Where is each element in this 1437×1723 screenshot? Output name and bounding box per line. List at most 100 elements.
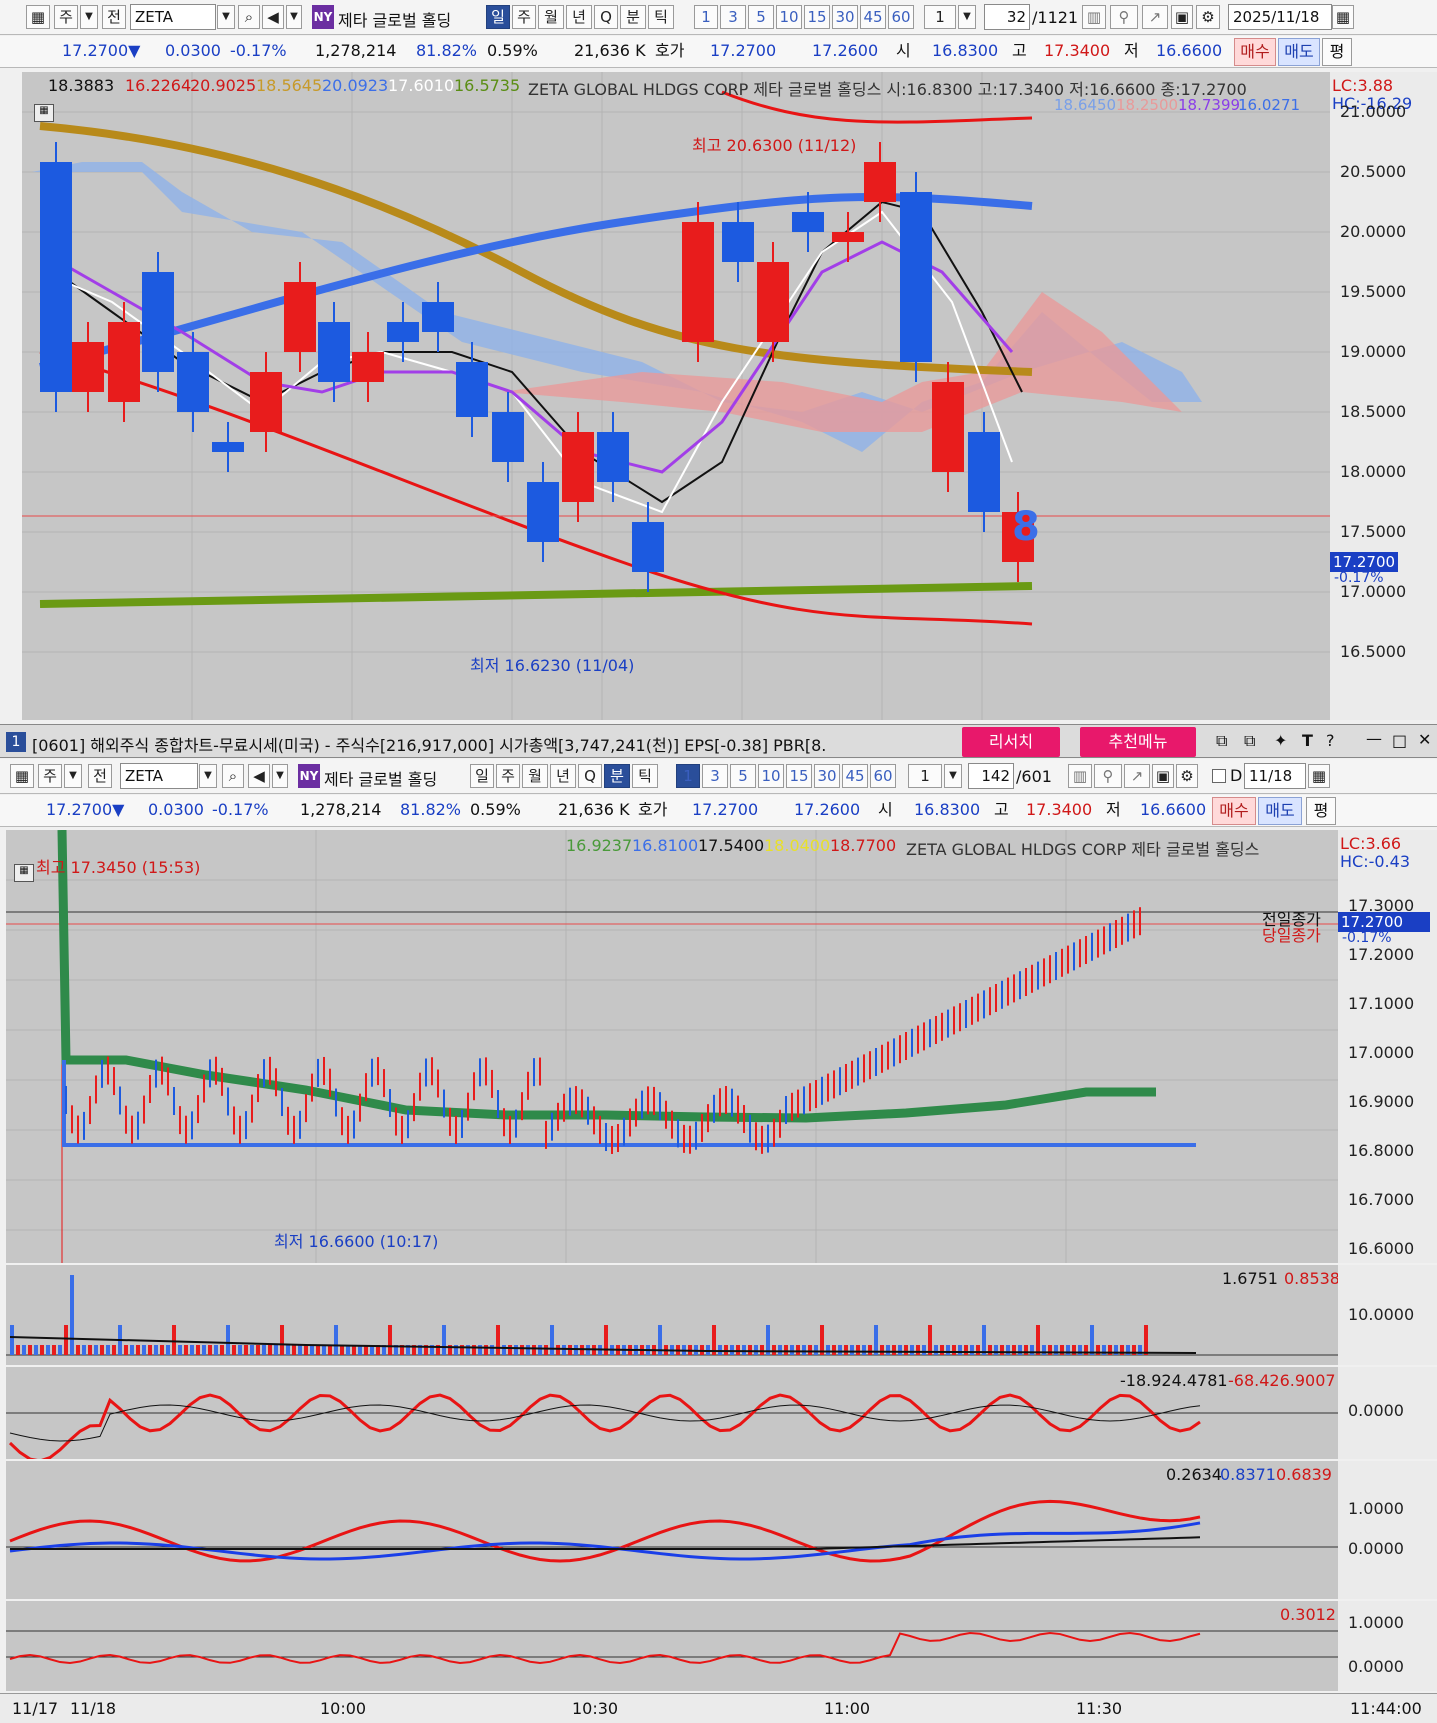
close-icon[interactable]: ✕: [1418, 730, 1432, 749]
period-tab-2-4[interactable]: Q: [578, 764, 602, 788]
count-dropdown-icon-2[interactable]: ▼: [944, 764, 962, 788]
interval-tab-2-4[interactable]: 15: [786, 764, 812, 788]
minimize-icon[interactable]: —: [1366, 729, 1382, 748]
volume-bar: [1000, 1345, 1004, 1355]
search-icon[interactable]: ⌕: [238, 5, 260, 29]
prev-button[interactable]: 전: [102, 5, 126, 29]
oscillator-panel-3[interactable]: 0.3012: [6, 1601, 1338, 1691]
bottom-price-chart[interactable]: 16.9237 16.8100 17.5400 18.0400 18.7700 …: [6, 830, 1338, 1263]
period-tab-2-6[interactable]: 틱: [632, 764, 658, 788]
search-icon-2[interactable]: ⌕: [222, 764, 244, 788]
interval-tab-3[interactable]: 10: [776, 5, 802, 29]
indicator-icon[interactable]: ⚲: [1110, 5, 1138, 29]
speaker-dropdown-icon-2[interactable]: ▼: [272, 764, 288, 788]
interval-tab-0[interactable]: 1: [694, 5, 718, 29]
interval-tab-2[interactable]: 5: [748, 5, 774, 29]
gear-icon-2[interactable]: ⚙: [1176, 764, 1198, 788]
symbol-dropdown-icon[interactable]: ▼: [217, 5, 235, 29]
count-select-2[interactable]: 1: [908, 764, 942, 788]
d-checkbox[interactable]: [1212, 769, 1226, 783]
sell-button[interactable]: 매도: [1278, 38, 1320, 66]
recommend-label: 추천메뉴: [1108, 732, 1168, 751]
interval-tab-5[interactable]: 30: [832, 5, 858, 29]
chart-grid-icon[interactable]: ▦: [34, 104, 54, 122]
symbol-input-2[interactable]: ZETA: [120, 763, 198, 789]
volume-bar: [424, 1345, 428, 1355]
chart-grid-icon-2[interactable]: ▦: [14, 864, 34, 882]
interval-tab-2-7[interactable]: 60: [870, 764, 896, 788]
interval-tab-2-6[interactable]: 45: [842, 764, 868, 788]
copy-icon[interactable]: ⧉: [1244, 731, 1256, 750]
count-dropdown-icon[interactable]: ▼: [958, 5, 976, 29]
date-input-2[interactable]: 11/18: [1244, 763, 1306, 789]
count-select[interactable]: 1: [924, 5, 956, 29]
eval-button[interactable]: 평: [1322, 38, 1352, 66]
period-tab-4[interactable]: Q: [594, 5, 618, 29]
research-button[interactable]: 리서치: [962, 727, 1060, 757]
date-input[interactable]: 2025/11/18: [1228, 4, 1332, 30]
oscillator-panel-1[interactable]: -18.924.4781 -68.426.9007: [6, 1367, 1338, 1459]
page-field[interactable]: 32: [984, 4, 1030, 30]
period-tab-2-1[interactable]: 주: [496, 764, 520, 788]
period-tab-6[interactable]: 틱: [648, 5, 674, 29]
text-icon[interactable]: T: [1302, 731, 1313, 750]
interval-tab-7[interactable]: 60: [888, 5, 914, 29]
recommend-menu-button[interactable]: 추천메뉴: [1080, 727, 1196, 757]
period-tab-2-2[interactable]: 월: [522, 764, 548, 788]
buy-button-2[interactable]: 매수: [1212, 797, 1256, 825]
oscillator-panel-2[interactable]: 0.2634 0.8371 0.6839: [6, 1461, 1338, 1599]
interval-tab-2-3[interactable]: 10: [758, 764, 784, 788]
type-select-2[interactable]: 주: [38, 764, 62, 788]
high-label: 고: [1012, 41, 1027, 60]
period-tab-2-3[interactable]: 년: [550, 764, 576, 788]
calendar-icon-2[interactable]: ▦: [1308, 764, 1330, 788]
period-tab-2-5[interactable]: 분: [604, 764, 630, 788]
interval-tab-1[interactable]: 3: [720, 5, 746, 29]
symbol-dropdown-icon-2[interactable]: ▼: [199, 764, 217, 788]
type-dropdown-icon-2[interactable]: ▼: [64, 764, 82, 788]
save-icon[interactable]: ▣: [1171, 5, 1193, 29]
symbol-input[interactable]: ZETA: [130, 4, 216, 30]
interval-tab-4[interactable]: 15: [804, 5, 830, 29]
tile-icon[interactable]: ▥: [1082, 5, 1106, 29]
interval-tab-6[interactable]: 45: [860, 5, 886, 29]
tile-icon-2[interactable]: ▥: [1068, 764, 1092, 788]
p2-line-red: [8, 1393, 1201, 1459]
gear-icon[interactable]: ⚙: [1196, 5, 1220, 29]
restore-icon[interactable]: ⧉: [1216, 731, 1228, 750]
speaker-icon-2[interactable]: ◀: [248, 764, 270, 788]
top-price-chart[interactable]: 18.3883 16.2264 20.9025 18.5645 20.0923 …: [22, 72, 1330, 720]
speaker-icon[interactable]: ◀: [262, 5, 284, 29]
type-dropdown-icon[interactable]: ▼: [80, 5, 98, 29]
volume-bar: [454, 1345, 458, 1355]
trend-tool-icon-2[interactable]: ↗: [1124, 764, 1150, 788]
period-tab-1[interactable]: 주: [512, 5, 536, 29]
indicator-icon-2[interactable]: ⚲: [1094, 764, 1122, 788]
volume-panel[interactable]: 1.6751 0.8538: [6, 1265, 1338, 1365]
speaker-dropdown-icon[interactable]: ▼: [286, 5, 302, 29]
pin-icon[interactable]: ✦: [1274, 731, 1288, 750]
volume-bar: [916, 1345, 920, 1355]
period-tab-2[interactable]: 월: [538, 5, 564, 29]
period-tab-5[interactable]: 분: [620, 5, 646, 29]
period-tab-0[interactable]: 일: [486, 5, 510, 29]
calendar-icon[interactable]: ▦: [1332, 5, 1354, 29]
trend-tool-icon[interactable]: ↗: [1142, 5, 1168, 29]
period-tab-2-0[interactable]: 일: [470, 764, 494, 788]
menu-icon[interactable]: ▦: [26, 5, 50, 29]
page-field-2[interactable]: 142: [968, 763, 1014, 789]
buy-button[interactable]: 매수: [1234, 38, 1276, 66]
help-icon[interactable]: ?: [1326, 731, 1335, 750]
type-select[interactable]: 주: [54, 5, 78, 29]
period-tab-3[interactable]: 년: [566, 5, 592, 29]
eval-button-2[interactable]: 평: [1306, 797, 1336, 825]
interval-tab-2-1[interactable]: 3: [702, 764, 728, 788]
save-icon-2[interactable]: ▣: [1152, 764, 1174, 788]
sell-button-2[interactable]: 매도: [1258, 797, 1302, 825]
interval-tab-2-0[interactable]: 1: [676, 764, 700, 788]
interval-tab-2-2[interactable]: 5: [730, 764, 756, 788]
interval-tab-2-5[interactable]: 30: [814, 764, 840, 788]
maximize-icon[interactable]: □: [1392, 731, 1408, 750]
prev-button-2[interactable]: 전: [88, 764, 112, 788]
menu-icon-2[interactable]: ▦: [10, 764, 34, 788]
